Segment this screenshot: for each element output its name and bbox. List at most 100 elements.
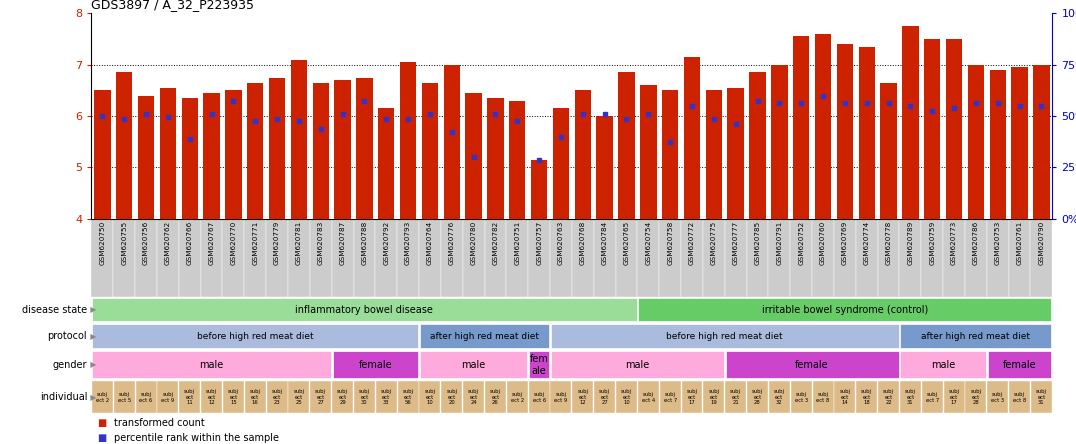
Bar xyxy=(550,219,572,297)
Bar xyxy=(987,219,1008,297)
Text: male: male xyxy=(462,360,485,370)
Bar xyxy=(575,91,591,219)
Bar xyxy=(267,381,287,413)
Bar xyxy=(769,381,790,413)
Text: GSM620755: GSM620755 xyxy=(122,221,127,266)
Text: GSM620779: GSM620779 xyxy=(274,221,280,266)
Bar xyxy=(880,83,896,219)
Text: subj
ect
17: subj ect 17 xyxy=(686,389,697,405)
Bar xyxy=(223,219,244,297)
Text: GSM620768: GSM620768 xyxy=(580,221,585,266)
Bar xyxy=(159,88,176,219)
Text: GSM620751: GSM620751 xyxy=(514,221,521,266)
Text: GSM620757: GSM620757 xyxy=(536,221,542,266)
Bar xyxy=(398,381,419,413)
Text: subj
ect 8: subj ect 8 xyxy=(1013,392,1027,403)
Bar xyxy=(1031,219,1052,297)
Bar xyxy=(91,219,113,297)
Bar xyxy=(1011,67,1028,219)
Text: GSM620772: GSM620772 xyxy=(689,221,695,266)
Bar xyxy=(812,219,834,297)
Bar xyxy=(138,95,154,219)
Text: after high red meat diet: after high red meat diet xyxy=(921,332,1031,341)
Bar xyxy=(725,352,898,378)
Bar xyxy=(703,219,725,297)
Bar xyxy=(356,78,372,219)
Bar xyxy=(528,381,550,413)
Text: fem
ale: fem ale xyxy=(529,354,549,376)
Bar xyxy=(332,381,353,413)
Bar xyxy=(288,381,310,413)
Bar xyxy=(704,381,724,413)
Text: ■: ■ xyxy=(97,433,107,443)
Text: subj
ect
10: subj ect 10 xyxy=(424,389,436,405)
Bar xyxy=(834,219,855,297)
Bar xyxy=(878,219,900,297)
Text: GSM620781: GSM620781 xyxy=(296,221,302,266)
Text: disease state: disease state xyxy=(22,305,87,315)
Text: subj
ect 9: subj ect 9 xyxy=(554,392,568,403)
Text: ▶: ▶ xyxy=(88,332,97,341)
Bar xyxy=(157,381,179,413)
Text: gender: gender xyxy=(53,360,87,370)
Bar xyxy=(902,26,919,219)
Text: GSM620780: GSM620780 xyxy=(470,221,477,266)
Bar xyxy=(837,44,853,219)
Text: GSM620767: GSM620767 xyxy=(209,221,214,266)
Text: transformed count: transformed count xyxy=(114,418,204,428)
Text: subj
ect 7: subj ect 7 xyxy=(664,392,677,403)
Text: subj
ect 2: subj ect 2 xyxy=(96,392,109,403)
Bar xyxy=(157,219,179,297)
Text: subj
ect
12: subj ect 12 xyxy=(578,389,589,405)
Text: subj
ect
19: subj ect 19 xyxy=(708,389,720,405)
Bar xyxy=(684,57,700,219)
Bar xyxy=(136,381,156,413)
Bar xyxy=(509,101,525,219)
Text: GDS3897 / A_32_P223935: GDS3897 / A_32_P223935 xyxy=(91,0,254,11)
Text: subj
ect
17: subj ect 17 xyxy=(949,389,960,405)
Text: subj
ect
27: subj ect 27 xyxy=(599,389,610,405)
Text: subj
ect
28: subj ect 28 xyxy=(752,389,763,405)
Bar xyxy=(551,324,898,348)
Bar xyxy=(725,219,747,297)
Bar xyxy=(834,381,855,413)
Bar xyxy=(288,219,310,297)
Text: GSM620771: GSM620771 xyxy=(252,221,258,266)
Text: before high red meat diet: before high red meat diet xyxy=(197,332,313,341)
Bar xyxy=(878,381,900,413)
Bar xyxy=(553,108,569,219)
Text: subj
ect
23: subj ect 23 xyxy=(271,389,283,405)
Text: subj
ect
11: subj ect 11 xyxy=(184,389,195,405)
Bar xyxy=(551,352,724,378)
Bar xyxy=(116,72,132,219)
Bar xyxy=(247,83,264,219)
Bar xyxy=(1033,65,1049,219)
Text: subj
ect
21: subj ect 21 xyxy=(731,389,741,405)
Bar xyxy=(507,219,528,297)
Bar xyxy=(922,381,943,413)
Text: GSM620774: GSM620774 xyxy=(864,221,869,266)
Text: subj
ect 8: subj ect 8 xyxy=(817,392,830,403)
Text: ▶: ▶ xyxy=(88,392,97,402)
Text: subj
ect 6: subj ect 6 xyxy=(140,392,153,403)
Text: GSM620782: GSM620782 xyxy=(493,221,498,266)
Text: female: female xyxy=(795,360,829,370)
Bar xyxy=(484,219,507,297)
Text: GSM620793: GSM620793 xyxy=(405,221,411,266)
Bar xyxy=(900,219,921,297)
Bar xyxy=(944,381,964,413)
Bar xyxy=(419,219,441,297)
Text: GSM620760: GSM620760 xyxy=(820,221,826,266)
Text: subj
ect
25: subj ect 25 xyxy=(294,389,305,405)
Text: subj
ect
27: subj ect 27 xyxy=(315,389,326,405)
Text: subj
ect 2: subj ect 2 xyxy=(511,392,524,403)
Bar xyxy=(114,381,134,413)
Text: GSM620753: GSM620753 xyxy=(994,221,1001,266)
Bar xyxy=(91,381,113,413)
Bar xyxy=(93,352,330,378)
Bar xyxy=(1008,219,1031,297)
Text: after high red meat diet: after high red meat diet xyxy=(430,332,539,341)
Text: GSM620788: GSM620788 xyxy=(362,221,367,266)
Bar xyxy=(1009,381,1030,413)
Bar xyxy=(376,219,397,297)
